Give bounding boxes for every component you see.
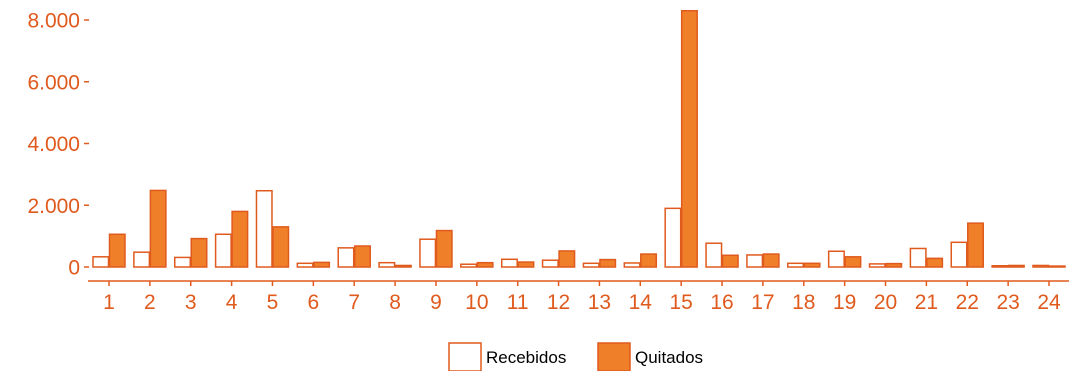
bar-quitados-11: [517, 261, 535, 268]
bar-quitados-23: [1007, 264, 1025, 268]
x-tick-label: 17: [751, 291, 774, 314]
bar-quitados-1: [108, 233, 126, 268]
bar-recebidos-7: [337, 247, 355, 268]
bar-quitados-10: [476, 261, 494, 268]
x-tick-label: 9: [430, 291, 442, 314]
x-tick-label: 18: [792, 291, 815, 314]
bar-quitados-20: [885, 262, 903, 268]
bar-quitados-15: [680, 9, 698, 268]
legend-label-recebidos: Recebidos: [486, 348, 566, 367]
bar-quitados-22: [967, 222, 985, 268]
x-tick-label: 21: [915, 291, 938, 314]
bar-recebidos-2: [133, 251, 151, 268]
legend-swatch-recebidos: [448, 342, 482, 371]
bars: [92, 9, 1066, 268]
bar-quitados-17: [762, 253, 780, 268]
bar-quitados-19: [844, 256, 862, 268]
bar-quitados-2: [149, 189, 167, 268]
x-tick-label: 8: [389, 291, 401, 314]
x-tick-label: 10: [465, 291, 488, 314]
x-tick-label: 7: [348, 291, 360, 314]
legend: Recebidos Quitados: [448, 342, 703, 371]
x-tick-label: 4: [226, 291, 238, 314]
x-tick-label: 24: [1037, 291, 1061, 314]
bar-quitados-24: [1048, 265, 1066, 268]
x-tick-label: 13: [588, 291, 611, 314]
bar-recebidos-24: [1032, 264, 1050, 268]
x-tick-label: 19: [833, 291, 856, 314]
x-tick-label: 2: [144, 291, 156, 314]
bar-quitados-4: [231, 210, 249, 268]
x-tick-label: 16: [710, 291, 733, 314]
x-axis: 1 2 3 4 5 6 7 8 9 10 11 12 13 14 15 16 17 18 19 20 21 22 23 24: [88, 280, 1069, 314]
bar-recebidos-10: [460, 263, 478, 268]
bar-quitados-12: [558, 250, 576, 268]
bar-recebidos-19: [827, 250, 845, 268]
bar-quitados-8: [394, 264, 412, 268]
bar-recebidos-17: [746, 254, 764, 268]
x-tick-label: 14: [629, 291, 653, 314]
bar-recebidos-1: [92, 256, 110, 268]
x-tick-label: 11: [507, 291, 529, 314]
bar-recebidos-22: [950, 241, 968, 268]
bar-quitados-13: [599, 258, 617, 268]
x-tick-label: 23: [996, 291, 1019, 314]
x-tick-label: 6: [308, 291, 320, 314]
y-tick-label: 4.000: [27, 133, 80, 156]
bar-recebidos-20: [868, 263, 886, 268]
bar-recebidos-11: [500, 258, 518, 268]
y-tick-label: 2.000: [27, 195, 80, 218]
bar-recebidos-15: [664, 207, 682, 268]
bar-quitados-18: [803, 262, 821, 268]
bar-recebidos-3: [173, 256, 191, 268]
bar-recebidos-8: [378, 261, 396, 268]
x-tick-label: 5: [267, 291, 279, 314]
bar-recebidos-23: [991, 265, 1009, 268]
legend-swatch-quitados: [597, 342, 631, 371]
bar-recebidos-4: [214, 233, 232, 268]
x-tick-label: 12: [547, 291, 570, 314]
bar-quitados-7: [353, 245, 371, 268]
bar-recebidos-6: [296, 262, 314, 268]
bar-recebidos-14: [623, 262, 641, 268]
bar-quitados-14: [640, 253, 658, 268]
y-tick-label: 6.000: [27, 71, 80, 94]
legend-label-quitados: Quitados: [635, 348, 703, 367]
bar-quitados-3: [190, 237, 208, 268]
x-tick-label: 1: [103, 291, 115, 314]
bar-recebidos-9: [419, 238, 437, 268]
y-axis: 0 2.000 4.000 6.000 8.000: [27, 10, 89, 280]
bar-quitados-21: [926, 257, 944, 268]
bar-recebidos-12: [541, 259, 559, 268]
bar-quitados-6: [313, 261, 331, 268]
bar-recebidos-13: [582, 262, 600, 268]
y-tick-label: 8.000: [27, 10, 80, 33]
x-tick-label: 3: [185, 291, 197, 314]
bar-recebidos-21: [909, 247, 927, 268]
y-tick-label: 0: [68, 257, 80, 280]
bar-quitados-5: [272, 226, 290, 268]
x-tick-label: 15: [669, 291, 692, 314]
x-tick-label: 20: [874, 291, 897, 314]
x-tick-label: 22: [956, 291, 979, 314]
bar-recebidos-5: [255, 189, 273, 268]
bar-quitados-16: [721, 254, 739, 268]
bar-recebidos-18: [787, 262, 805, 268]
bar-recebidos-16: [705, 242, 723, 268]
bar-quitados-9: [435, 229, 453, 268]
